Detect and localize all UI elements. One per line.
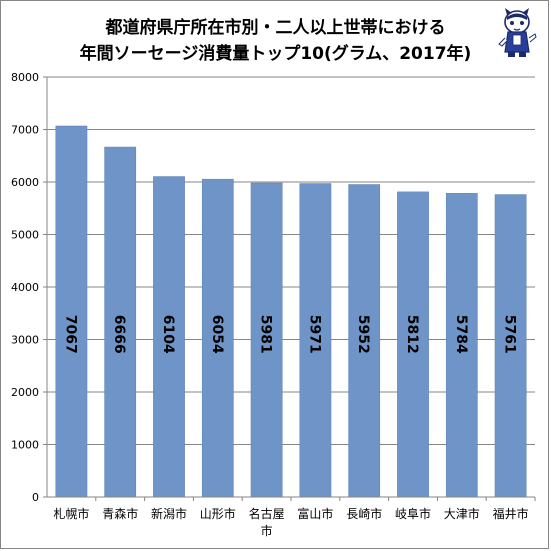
data-labels: 7067 6666 6104 6054 5981 5971 5952 5812 5784 5761 <box>62 315 517 354</box>
bar <box>397 191 429 498</box>
bar <box>55 125 88 498</box>
y-tick-label: 4000 <box>11 281 39 294</box>
data-label: 6104 <box>160 315 176 354</box>
y-tick-labels: 0 1000 2000 3000 4000 5000 6000 7000 8000 <box>11 71 39 504</box>
bar <box>104 146 137 498</box>
y-tick-label: 7000 <box>11 124 39 137</box>
data-label: 5784 <box>453 315 469 354</box>
x-category-label: 福井市 <box>493 506 529 521</box>
x-category-label: 山形市 <box>200 506 236 521</box>
x-category-label: 大津市 <box>444 506 480 521</box>
y-tick-label: 2000 <box>11 386 39 399</box>
bar <box>445 193 478 498</box>
bars <box>55 125 527 498</box>
x-category-label: 市 <box>261 523 273 538</box>
data-label: 5812 <box>404 315 420 354</box>
y-tick-label: 8000 <box>11 71 39 84</box>
y-tick-label: 3000 <box>11 334 39 347</box>
bar <box>348 184 381 498</box>
y-tick-label: 1000 <box>11 439 39 452</box>
data-label: 7067 <box>62 315 78 354</box>
data-label: 5952 <box>355 315 371 354</box>
x-category-label: 札幌市 <box>53 506 89 521</box>
x-category-label: 長崎市 <box>346 506 382 521</box>
chart-title-line-2: 年間ソーセージ消費量トップ10(グラム、2017年) <box>79 44 472 64</box>
bar <box>299 183 332 498</box>
data-label: 6666 <box>111 315 127 354</box>
data-label: 5761 <box>502 315 518 354</box>
x-category-label: 岐阜市 <box>395 506 431 521</box>
data-label: 5981 <box>258 315 274 354</box>
y-tick-label: 0 <box>32 491 39 504</box>
x-category-label: 新潟市 <box>151 506 187 521</box>
axes <box>46 77 535 498</box>
x-category-label: 富山市 <box>297 506 333 521</box>
y-tick-label: 5000 <box>11 229 39 242</box>
chart-title-line-1: 都道府県庁所在市別・二人以上世帯における <box>105 18 446 38</box>
bar <box>153 176 185 498</box>
x-category-label: 青森市 <box>102 506 138 521</box>
x-category-label: 名古屋 <box>249 506 285 521</box>
bar <box>250 182 283 498</box>
bar <box>201 178 234 498</box>
bar <box>494 194 527 498</box>
data-label: 6054 <box>209 315 225 354</box>
data-label: 5971 <box>306 315 322 354</box>
y-tick-label: 6000 <box>11 176 39 189</box>
cat-mascot-icon <box>498 8 537 57</box>
